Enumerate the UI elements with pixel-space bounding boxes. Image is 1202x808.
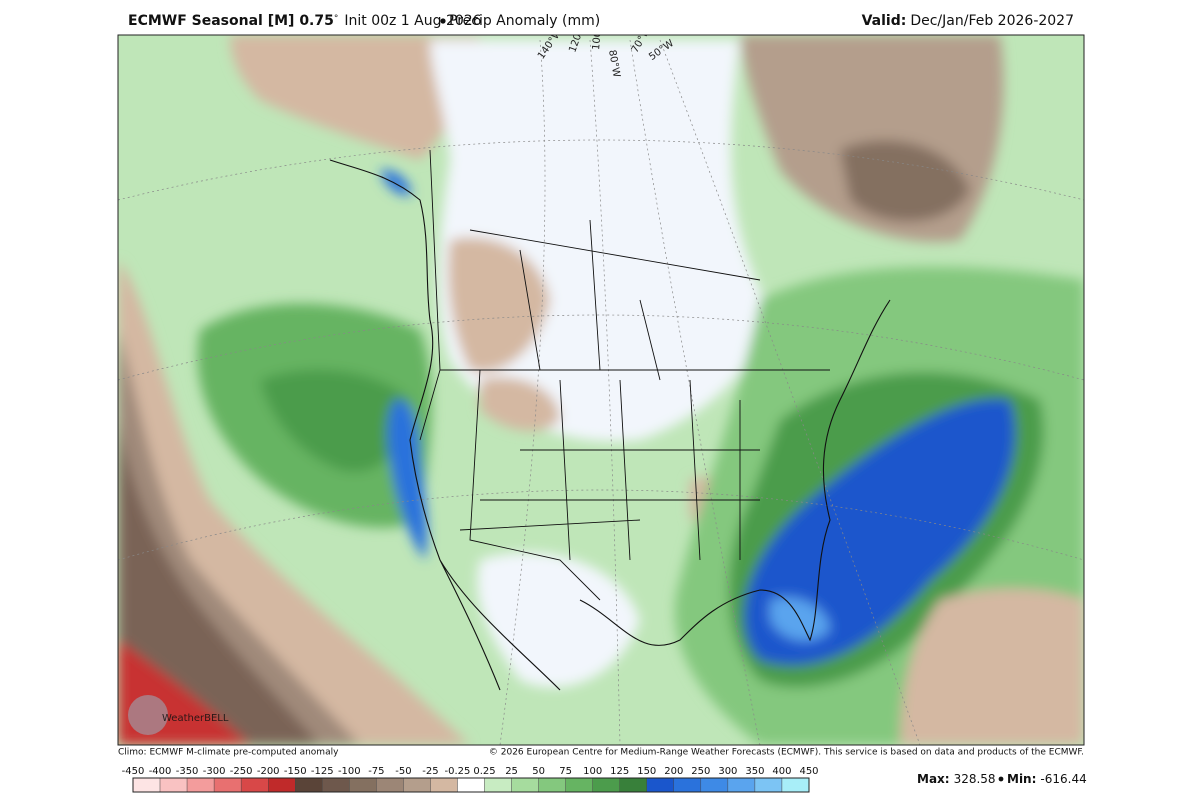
longitude-label: 80°W	[606, 49, 622, 78]
max-value: 328.58	[954, 772, 996, 786]
colorbar-swatch	[295, 777, 323, 793]
stats: Max: 328.58	[917, 772, 996, 786]
colorbar-swatch	[781, 777, 810, 793]
colorbar-swatch	[619, 777, 647, 793]
colorbar-label: 200	[664, 766, 683, 777]
colorbar-label: -150	[284, 766, 307, 777]
colorbar-label: -400	[149, 766, 172, 777]
colorbar-label: 50	[532, 766, 545, 777]
min-value: -616.44	[1040, 772, 1086, 786]
colorbar-swatch	[213, 777, 242, 793]
colorbar-label: 100	[583, 766, 602, 777]
colorbar-swatch	[565, 777, 593, 793]
colorbar-swatch	[430, 777, 458, 793]
colorbar-swatch	[457, 777, 485, 793]
colorbar-label: -300	[203, 766, 226, 777]
colorbar-swatch	[322, 777, 350, 793]
degree: °	[334, 14, 339, 24]
colorbar-swatch	[646, 777, 675, 793]
max-label: Max:	[917, 772, 950, 786]
colorbar-swatch	[484, 777, 512, 793]
colorbar-swatch	[403, 777, 431, 793]
colorbar-label: 0.25	[473, 766, 495, 777]
climo-note: Climo: ECMWF M-climate pre-computed anom…	[118, 748, 339, 758]
colorbar-label: -25	[422, 766, 438, 777]
colorbar-label: 350	[745, 766, 764, 777]
watermark-text: WeatherBELL	[162, 713, 229, 724]
model-name: ECMWF Seasonal [M] 0.75	[128, 13, 334, 29]
separator-dot	[440, 18, 446, 24]
colorbar-swatch	[268, 777, 296, 793]
colorbar-label: -350	[176, 766, 199, 777]
colorbar-swatch	[349, 777, 377, 793]
colorbar-label: -50	[395, 766, 411, 777]
colorbar-swatch	[754, 777, 783, 793]
colorbar-swatch	[376, 777, 404, 793]
colorbar-swatch	[700, 777, 729, 793]
field-name: Precip Anomaly (mm)	[449, 13, 600, 29]
colorbar-swatch	[592, 777, 620, 793]
valid-value: Dec/Jan/Feb 2026-2027	[910, 13, 1074, 29]
colorbar-label: -125	[311, 766, 334, 777]
longitude-labels: 140°W 120°W 100°W 80°W 70°W 50°W	[536, 16, 676, 78]
min-label: Min:	[1007, 772, 1036, 786]
stats-min: Min: -616.44	[1007, 772, 1087, 786]
valid-label: Valid:	[862, 13, 907, 29]
colorbar-label: -100	[338, 766, 361, 777]
colorbar-label: 450	[799, 766, 818, 777]
colorbar-frame	[132, 777, 810, 793]
colorbar-swatch	[186, 777, 215, 793]
colorbar-swatch	[538, 777, 566, 793]
colorbar-swatch	[159, 777, 188, 793]
colorbar-label: 300	[718, 766, 737, 777]
colorbar-swatch	[727, 777, 756, 793]
watermark-logo	[128, 695, 168, 735]
credit: © 2026 European Centre for Medium-Range …	[489, 748, 1084, 758]
valid-time: Valid: Dec/Jan/Feb 2026-2027	[862, 13, 1074, 29]
colorbar-label: -0.25	[445, 766, 471, 777]
longitude-label: 100°W	[591, 16, 605, 51]
colorbar-label: 150	[637, 766, 656, 777]
colorbar-swatch	[132, 777, 161, 793]
colorbar-label: 400	[772, 766, 791, 777]
map: 140°W 120°W 100°W 80°W 70°W 50°W Weather…	[118, 16, 1084, 745]
header-left: ECMWF Seasonal [M] 0.75° Init 00z 1 Aug 2…	[128, 13, 482, 29]
colorbar-swatch	[240, 777, 269, 793]
init-time: Init 00z 1 Aug 2026	[344, 13, 481, 29]
colorbar-label: 25	[505, 766, 518, 777]
colorbar-swatch	[673, 777, 702, 793]
colorbar-label: 75	[559, 766, 572, 777]
colorbar-label: -200	[257, 766, 280, 777]
colorbar-label: 250	[691, 766, 710, 777]
colorbar-label: -250	[230, 766, 253, 777]
map-frame	[117, 34, 1085, 746]
colorbar-swatch	[511, 777, 539, 793]
colorbar-label: -450	[122, 766, 145, 777]
colorbar-label: 125	[610, 766, 629, 777]
colorbar: -450 -400 -350 -300 -250 -200 -150 -125 -100 -75-…	[122, 766, 819, 793]
separator-dot	[998, 776, 1004, 782]
colorbar-label: -75	[368, 766, 384, 777]
